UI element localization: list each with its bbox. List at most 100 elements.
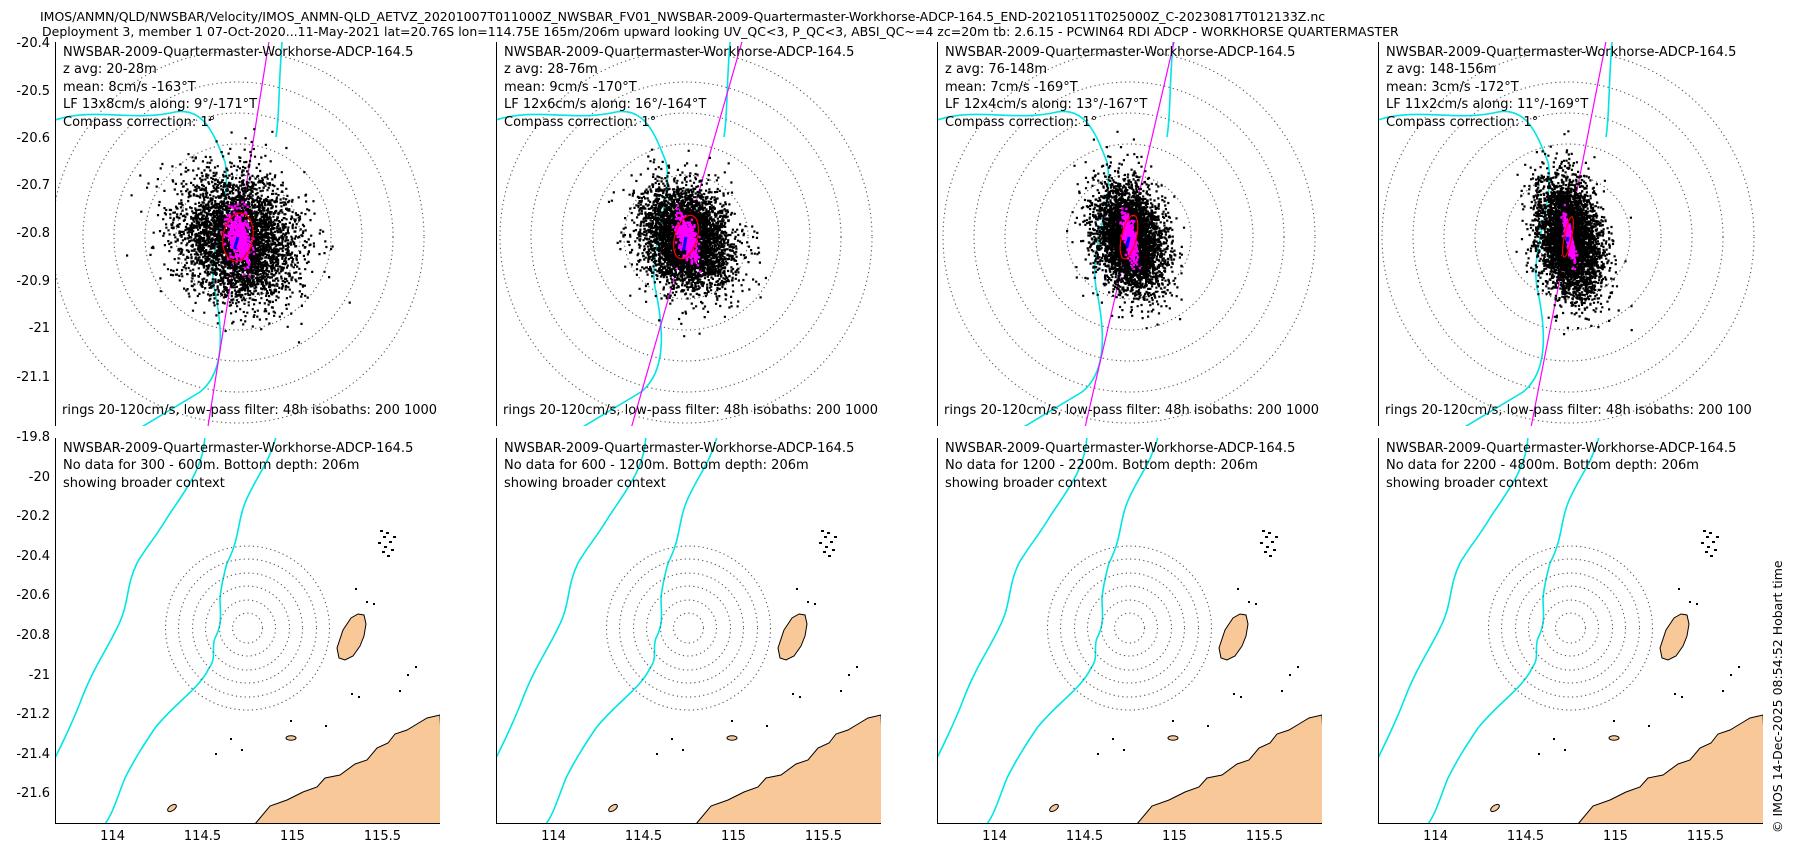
mainland-coast bbox=[254, 714, 440, 824]
x-tick-label: 114.5 bbox=[1065, 829, 1104, 844]
isobath-1000m bbox=[275, 42, 283, 138]
montebello-islands bbox=[1260, 530, 1278, 557]
stat-line-3: LF 12x6cm/s along: 16°/-164°T bbox=[504, 97, 707, 113]
stat-line-1: z avg: 28-76m bbox=[504, 62, 598, 78]
x-tick-label: 114 bbox=[100, 829, 125, 844]
x-tick-label: 115 bbox=[280, 829, 305, 844]
context-line-1: No data for 1200 - 2200m. Bottom depth: … bbox=[945, 458, 1258, 474]
instrument-name: NWSBAR-2009-Quartermaster-Workhorse-ADCP… bbox=[945, 45, 1296, 60]
stat-line-3: LF 11x2cm/s along: 11°/-169°T bbox=[1386, 97, 1589, 113]
montebello-islands bbox=[819, 530, 837, 557]
speed-ring-40cms bbox=[1505, 174, 1631, 300]
x-tick-label: 115 bbox=[1603, 829, 1628, 844]
stat-line-2: mean: 8cm/s -163°T bbox=[63, 79, 196, 95]
low-pass-variance-ellipse bbox=[222, 212, 254, 262]
speed-ring-100cms bbox=[530, 81, 842, 393]
scatter-panel-3: NWSBAR-2009-Quartermaster-Workhorse-ADCP… bbox=[937, 42, 1324, 426]
mean-vector bbox=[1125, 236, 1131, 248]
context-ring-1 bbox=[231, 612, 264, 644]
isobath-deep bbox=[496, 438, 647, 760]
isobath-shelf bbox=[104, 438, 277, 824]
isobath-shelf bbox=[545, 438, 718, 824]
instrument-name: NWSBAR-2009-Quartermaster-Workhorse-ADCP… bbox=[1386, 441, 1737, 456]
panel-annotation: NWSBAR-2009-Quartermaster-Workhorse-ADCP… bbox=[1386, 44, 1736, 131]
context-ring-5 bbox=[1059, 558, 1200, 698]
stat-line-1: z avg: 20-28m bbox=[63, 62, 157, 78]
speed-ring-60cms bbox=[592, 143, 780, 331]
islet bbox=[1167, 735, 1179, 741]
context-line-1: No data for 300 - 600m. Bottom depth: 20… bbox=[63, 458, 360, 474]
mainland-coast bbox=[1136, 714, 1322, 824]
context-ring-3 bbox=[204, 585, 291, 671]
context-ring-3 bbox=[1086, 585, 1173, 671]
x-tick-label: 115 bbox=[721, 829, 746, 844]
map-panel-3: NWSBAR-2009-Quartermaster-Workhorse-ADCP… bbox=[937, 438, 1322, 824]
panel-annotation: NWSBAR-2009-Quartermaster-Workhorse-ADCP… bbox=[945, 440, 1295, 492]
x-tick-label: 115 bbox=[1162, 829, 1187, 844]
context-ring-4 bbox=[1073, 572, 1186, 684]
panel-annotation: NWSBAR-2009-Quartermaster-Workhorse-ADCP… bbox=[504, 44, 854, 131]
deployment-info-subtitle: Deployment 3, member 1 07-Oct-2020...11-… bbox=[42, 24, 1399, 39]
imos-credit-timestamp: © IMOS 14-Dec-2025 08:54:52 Hobart time bbox=[1770, 560, 1785, 833]
speed-ring-100cms bbox=[1412, 81, 1724, 393]
isobath-200m bbox=[496, 110, 669, 426]
y-tick-label: -21 bbox=[28, 667, 50, 683]
barrow-island bbox=[1659, 613, 1690, 661]
y-tick-label: -20.9 bbox=[16, 274, 50, 289]
context-ring-6 bbox=[605, 545, 772, 711]
rings-footer-note: rings 20-120cm/s, low-pass filter: 48h i… bbox=[1385, 403, 1752, 418]
y-tick-label: -20.6 bbox=[16, 588, 50, 604]
panel-annotation: NWSBAR-2009-Quartermaster-Workhorse-ADCP… bbox=[504, 440, 854, 492]
context-ring-2 bbox=[218, 599, 277, 657]
islet bbox=[167, 803, 177, 813]
y-tick-label: -20.7 bbox=[16, 178, 50, 193]
stat-line-3: LF 12x4cm/s along: 13°/-167°T bbox=[945, 97, 1148, 113]
panel-annotation: NWSBAR-2009-Quartermaster-Workhorse-ADCP… bbox=[945, 44, 1295, 131]
map-panel-2: NWSBAR-2009-Quartermaster-Workhorse-ADCP… bbox=[496, 438, 881, 824]
islet bbox=[285, 735, 297, 741]
scatter-plot-1 bbox=[55, 42, 425, 426]
isobath-200m bbox=[1378, 110, 1551, 426]
mean-vector bbox=[682, 236, 688, 251]
context-ring-2 bbox=[1100, 599, 1159, 657]
stat-line-4: Compass correction: 1° bbox=[1386, 114, 1539, 130]
context-ring-4 bbox=[191, 572, 304, 684]
isobath-1000m bbox=[1605, 42, 1613, 138]
scatter-plot-3 bbox=[937, 42, 1316, 426]
context-line-1: No data for 600 - 1200m. Bottom depth: 2… bbox=[504, 458, 809, 474]
stat-line-2: mean: 7cm/s -169°T bbox=[945, 79, 1078, 95]
velocity-sample-points bbox=[1515, 130, 1633, 336]
speed-ring-120cms bbox=[499, 50, 873, 424]
scatter-plot-2 bbox=[496, 42, 873, 426]
y-tick-label: -20.8 bbox=[16, 627, 50, 643]
context-line-2: showing broader context bbox=[63, 475, 225, 491]
low-pass-variance-ellipse bbox=[673, 214, 699, 260]
small-islets bbox=[1097, 588, 1299, 755]
instrument-name: NWSBAR-2009-Quartermaster-Workhorse-ADCP… bbox=[63, 45, 414, 60]
instrument-name: NWSBAR-2009-Quartermaster-Workhorse-ADCP… bbox=[63, 441, 414, 456]
speed-ring-60cms bbox=[144, 143, 332, 331]
instrument-name: NWSBAR-2009-Quartermaster-Workhorse-ADCP… bbox=[504, 441, 855, 456]
context-ring-2 bbox=[659, 599, 718, 657]
y-tick-label: -20.4 bbox=[16, 36, 50, 51]
context-line-2: showing broader context bbox=[1386, 475, 1548, 491]
low-pass-samples bbox=[1560, 203, 1579, 271]
islet bbox=[1049, 803, 1059, 813]
stat-line-4: Compass correction: 1° bbox=[63, 114, 216, 130]
map-panel-4: NWSBAR-2009-Quartermaster-Workhorse-ADCP… bbox=[1378, 438, 1763, 824]
stat-line-4: Compass correction: 1° bbox=[504, 114, 657, 130]
scatter-panel-4: NWSBAR-2009-Quartermaster-Workhorse-ADCP… bbox=[1378, 42, 1763, 426]
y-tick-label: -20.8 bbox=[16, 226, 50, 241]
low-pass-variance-ellipse bbox=[1562, 216, 1574, 258]
barrow-island bbox=[777, 613, 808, 661]
context-ring-5 bbox=[1500, 558, 1641, 698]
y-tick-label: -21.1 bbox=[16, 370, 50, 385]
y-tick-label: -20.2 bbox=[16, 509, 50, 525]
context-ring-1 bbox=[672, 612, 705, 644]
x-tick-label: 115.5 bbox=[363, 829, 402, 844]
speed-ring-120cms bbox=[1381, 50, 1755, 424]
context-map-1 bbox=[55, 438, 440, 824]
y-tick-label: -21.2 bbox=[16, 707, 50, 723]
context-line-1: No data for 2200 - 4800m. Bottom depth: … bbox=[1386, 458, 1699, 474]
islet bbox=[1490, 803, 1500, 813]
